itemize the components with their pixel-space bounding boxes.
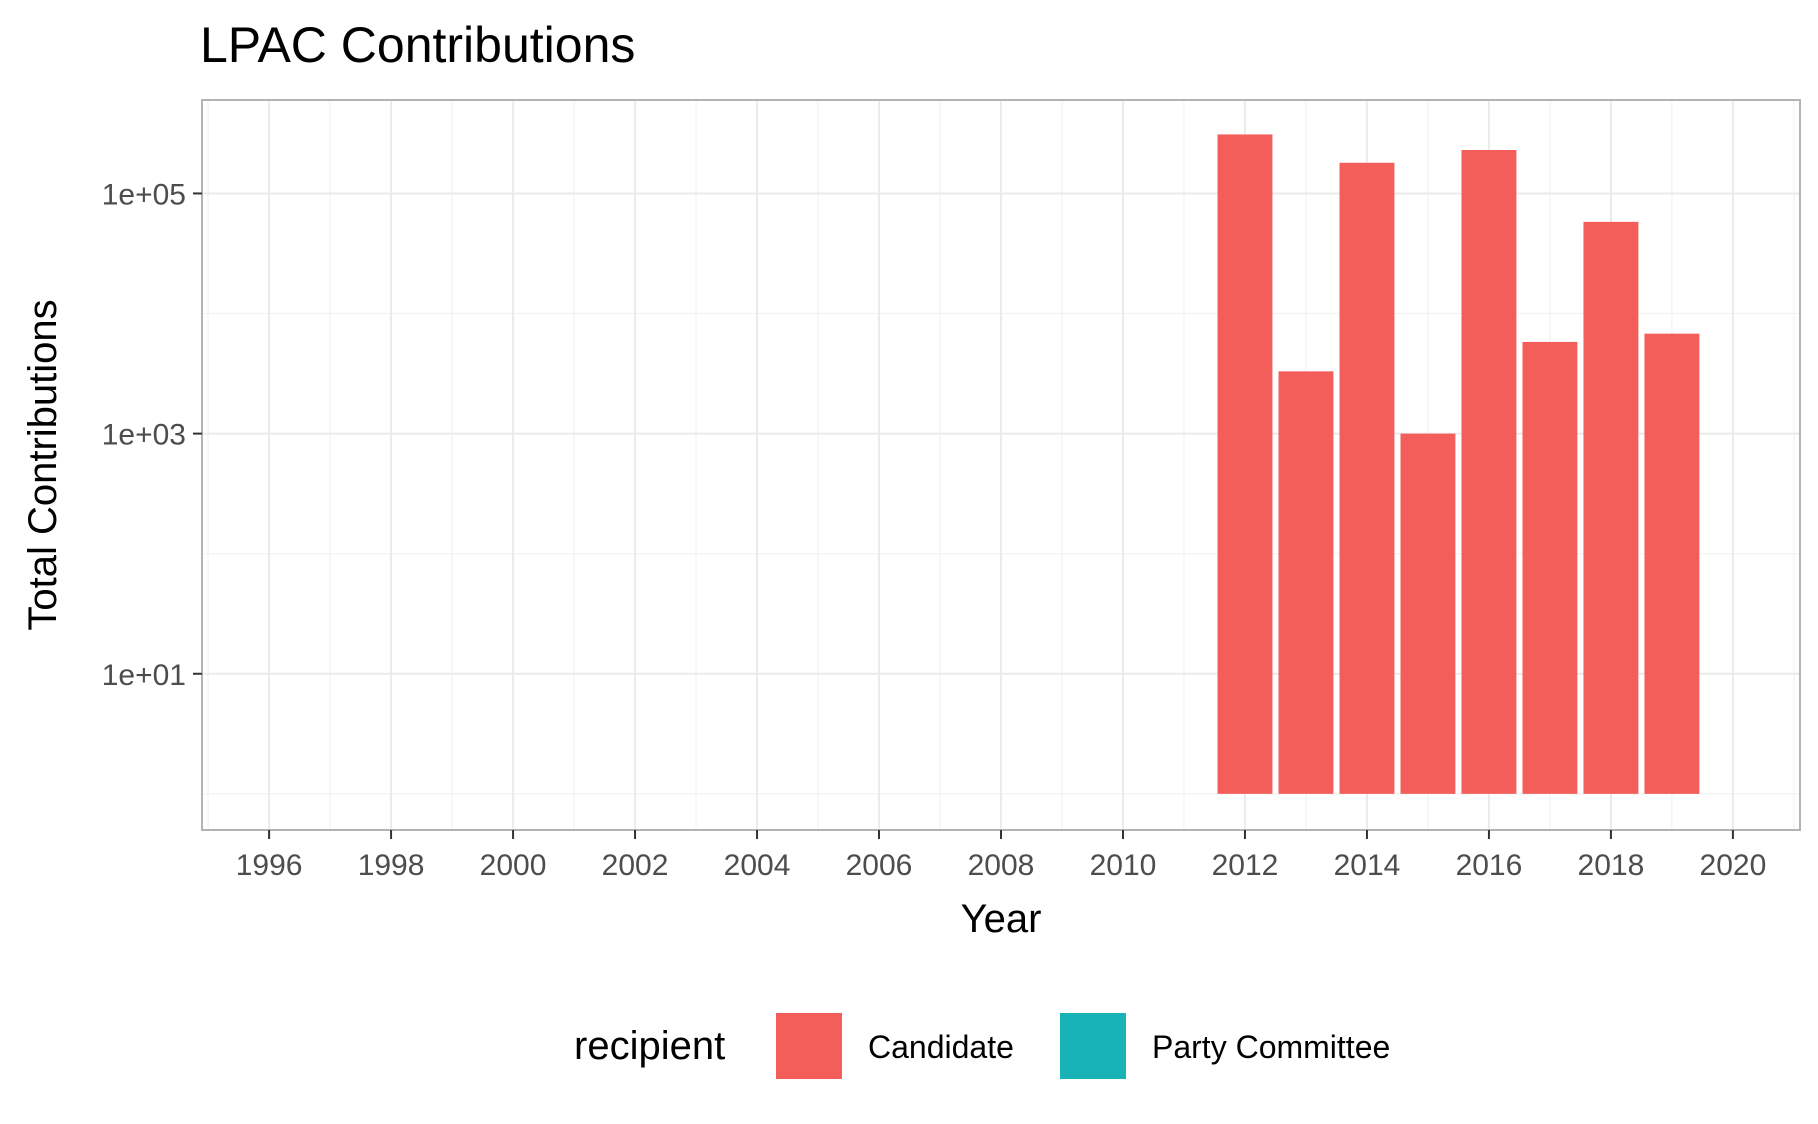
bar-2015 xyxy=(1400,433,1456,794)
x-tick-label: 2016 xyxy=(1456,849,1523,882)
x-tick-label: 2002 xyxy=(602,849,669,882)
x-tick-label: 1996 xyxy=(236,849,303,882)
bar-2017 xyxy=(1522,341,1578,794)
y-tick-label: 1e+05 xyxy=(102,178,186,211)
bars xyxy=(1217,134,1700,794)
bar-2013 xyxy=(1278,371,1334,794)
x-tick-label: 1998 xyxy=(358,849,425,882)
legend-swatch-party-committee xyxy=(1060,1013,1126,1079)
y-axis: 1e+01 1e+03 1e+05 xyxy=(102,178,202,692)
bar-2018 xyxy=(1583,221,1639,794)
x-tick-label: 2000 xyxy=(480,849,547,882)
x-tick-label: 2006 xyxy=(846,849,913,882)
bar-2019 xyxy=(1644,333,1700,794)
legend: recipient Candidate Party Committee xyxy=(574,1013,1390,1079)
x-tick-label: 2008 xyxy=(968,849,1035,882)
x-tick-label: 2004 xyxy=(724,849,791,882)
x-tick-label: 2010 xyxy=(1090,849,1157,882)
legend-label-party-committee: Party Committee xyxy=(1152,1029,1390,1065)
x-axis-title: Year xyxy=(961,897,1042,941)
x-tick-label: 2012 xyxy=(1212,849,1279,882)
bar-2014 xyxy=(1339,162,1395,794)
chart-title: LPAC Contributions xyxy=(200,17,635,73)
x-tick-label: 2020 xyxy=(1700,849,1767,882)
y-axis-title: Total Contributions xyxy=(21,299,65,630)
x-axis: 1996 1998 2000 2002 2004 2006 2008 2010 2012 2014… xyxy=(236,830,1767,882)
bar-2012 xyxy=(1217,134,1273,794)
y-tick-label: 1e+03 xyxy=(102,419,186,452)
legend-title: recipient xyxy=(574,1024,725,1068)
legend-label-candidate: Candidate xyxy=(868,1029,1014,1065)
legend-swatch-candidate xyxy=(776,1013,842,1079)
x-tick-label: 2018 xyxy=(1578,849,1645,882)
x-tick-label: 2014 xyxy=(1334,849,1401,882)
y-tick-label: 1e+01 xyxy=(102,659,186,692)
bar-2016 xyxy=(1461,150,1517,794)
